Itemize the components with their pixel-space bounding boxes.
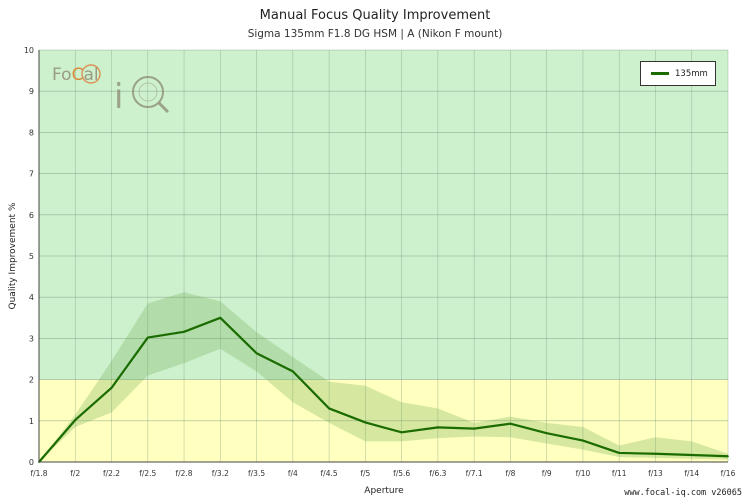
x-tick-label: f/1.8 (30, 469, 47, 478)
x-tick-label: f/6.3 (429, 469, 446, 478)
data-point (727, 455, 729, 458)
x-tick-label: f/2 (70, 469, 80, 478)
legend-swatch (651, 72, 669, 75)
y-tick-label: 8 (29, 128, 34, 137)
y-tick-label: 7 (29, 170, 34, 179)
chart-subtitle: Sigma 135mm F1.8 DG HSM | A (Nikon F mou… (247, 28, 503, 40)
range-band-0 (39, 292, 728, 462)
y-tick-label: 4 (29, 293, 34, 302)
data-point (183, 330, 185, 333)
data-point (690, 454, 693, 456)
x-tick-label: f/3.5 (248, 469, 265, 478)
data-point (545, 432, 548, 435)
y-axis-label: Quality Improvement % (8, 202, 18, 309)
x-tick-label: f/14 (684, 469, 699, 478)
x-tick-label: f/10 (576, 469, 591, 478)
confidence-range (39, 292, 728, 462)
y-tick-label: 5 (29, 252, 34, 261)
y-tick-label: 6 (29, 211, 34, 220)
logo-text-b: C (72, 65, 84, 85)
y-tick-label: 3 (29, 334, 34, 343)
data-point (110, 386, 113, 389)
x-tick-label: f/13 (648, 469, 663, 478)
data-point (436, 426, 439, 429)
y-tick-label: 0 (29, 458, 34, 467)
series-line-0 (38, 316, 729, 463)
legend-label: 135mm (675, 68, 708, 79)
x-tick-label: f/5.6 (393, 469, 410, 478)
y-tick-label: 9 (29, 87, 34, 96)
data-point (618, 452, 621, 454)
x-tick-label: f/7.1 (466, 469, 483, 478)
data-point (473, 427, 476, 430)
chart-title: Manual Focus Quality Improvement (259, 8, 491, 23)
x-axis-label: Aperture (364, 486, 404, 496)
x-tick-label: f/2.2 (103, 469, 120, 478)
axes (38, 50, 728, 463)
y-tick-label: 2 (29, 376, 34, 385)
y-tick-label: 1 (29, 417, 34, 426)
x-tick-label: f/16 (721, 469, 736, 478)
x-tick-label: f/3.2 (212, 469, 229, 478)
legend: 135mm (640, 61, 716, 86)
data-point (255, 352, 258, 355)
x-tick-label: f/5 (360, 469, 370, 478)
logo-text-c: al (83, 65, 98, 85)
x-tick-label: f/9 (542, 469, 552, 478)
y-tick-label: 10 (24, 46, 34, 55)
data-point (364, 421, 367, 424)
data-point (654, 452, 657, 455)
data-point (328, 407, 331, 410)
data-point (509, 422, 512, 425)
data-point (582, 439, 584, 442)
data-point (291, 370, 294, 373)
logo-text-a: Fo (52, 65, 72, 85)
data-point (219, 316, 222, 319)
footer-credit: www.focal-iq.com v26065 (624, 488, 742, 498)
data-point (146, 336, 149, 339)
x-tick-label: f/4 (288, 469, 298, 478)
data-point (74, 419, 77, 421)
x-tick-label: f/2.8 (175, 469, 192, 478)
x-tick-label: f/4.5 (321, 469, 338, 478)
tick-labels: 0 1 2 3 4 5 6 7 8 9 10 f/1.8 f/2 f/2.2 f/2.5 f/2.8 f/3.2… (24, 46, 736, 478)
focal-iq-logo: FoCal i (52, 64, 170, 117)
x-tick-label: f/2.5 (139, 469, 156, 478)
svg-text:i: i (114, 77, 123, 117)
svg-text:FoCal: FoCal (52, 65, 99, 85)
x-tick-label: f/8 (505, 469, 515, 478)
x-tick-label: f/11 (612, 469, 627, 478)
data-point (400, 431, 403, 434)
